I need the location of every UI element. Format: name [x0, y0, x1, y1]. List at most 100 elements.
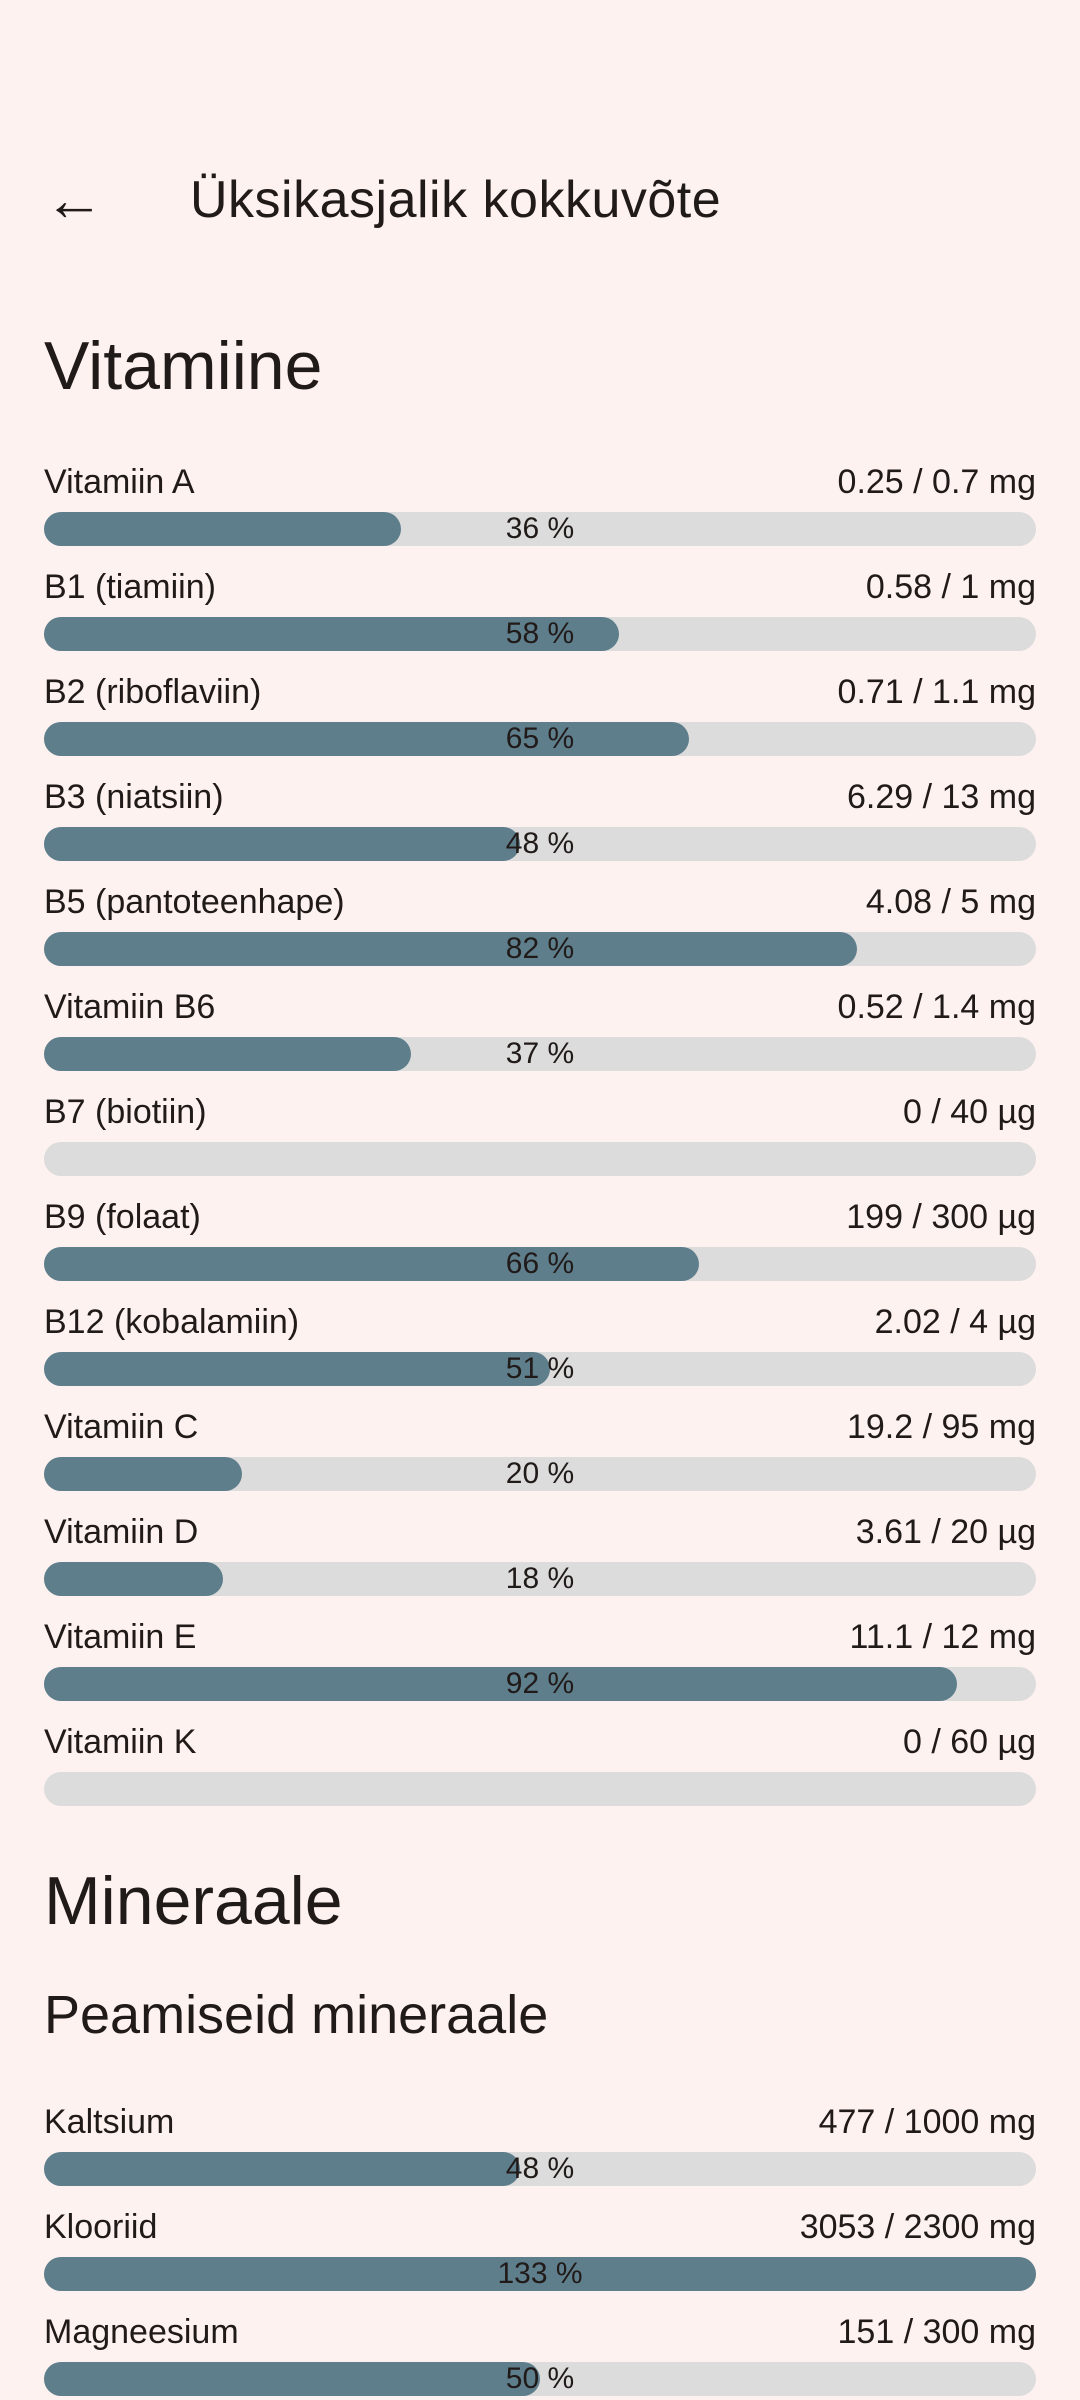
nutrient-row: B12 (kobalamiin) 2.02 / 4 µg 51 %	[44, 1300, 1036, 1405]
progress-percent-label: 65 %	[505, 722, 575, 756]
progress-percent-label: 20 %	[505, 1457, 575, 1491]
nutrient-row: Vitamiin E 11.1 / 12 mg 92 %	[44, 1615, 1036, 1720]
progress-percent-label: 36 %	[505, 512, 575, 546]
nutrient-amount: 3.61 / 20 µg	[855, 1513, 1036, 1552]
nutrient-name: B3 (niatsiin)	[44, 778, 224, 817]
progress-percent-label: 133 %	[497, 2257, 583, 2291]
nutrient-row: B2 (riboflaviin) 0.71 / 1.1 mg 65 %	[44, 670, 1036, 775]
nutrient-row: Klooriid 3053 / 2300 mg 133 %	[44, 2205, 1036, 2310]
progress-percent-label: 58 %	[505, 617, 575, 651]
progress-bar: 66 %	[44, 1247, 1036, 1282]
progress-percent-label: 92 %	[505, 1667, 575, 1701]
progress-bar-fill	[44, 827, 521, 862]
nutrient-name: Kaltsium	[44, 2103, 175, 2142]
progress-percent-label: 50 %	[505, 2362, 575, 2396]
nutrient-name: B7 (biotiin)	[44, 1093, 207, 1132]
nutrient-amount: 11.1 / 12 mg	[849, 1618, 1037, 1657]
nutrient-row: B7 (biotiin) 0 / 40 µg	[44, 1090, 1036, 1195]
progress-percent-label: 37 %	[505, 1037, 575, 1071]
nutrient-row: Kaltsium 477 / 1000 mg 48 %	[44, 2100, 1036, 2205]
nutrient-name: B1 (tiamiin)	[44, 568, 216, 607]
back-button[interactable]: ←	[44, 152, 116, 248]
progress-percent-label: 66 %	[505, 1247, 575, 1281]
nutrient-name: B2 (riboflaviin)	[44, 673, 262, 712]
nutrient-name: Magneesium	[44, 2313, 239, 2352]
progress-bar-fill	[44, 1037, 412, 1072]
nutrient-name: Vitamiin K	[44, 1723, 197, 1762]
nutrient-amount: 0 / 40 µg	[902, 1093, 1036, 1132]
nutrient-amount: 19.2 / 95 mg	[846, 1408, 1036, 1447]
nutrient-name: Vitamiin B6	[44, 988, 216, 1027]
app-bar: ← Üksikasjalik kokkuvõte	[0, 152, 1080, 248]
nutrient-amount: 199 / 300 µg	[846, 1198, 1036, 1237]
progress-bar-fill	[44, 617, 620, 652]
nutrient-name: B5 (pantoteenhape)	[44, 883, 345, 922]
progress-percent-label: 48 %	[505, 2152, 575, 2186]
nutrient-name: Vitamiin E	[44, 1618, 197, 1657]
nutrient-row: Magneesium 151 / 300 mg 50 %	[44, 2310, 1036, 2400]
progress-bar-fill	[44, 2257, 1036, 2292]
nutrient-row: Vitamiin A 0.25 / 0.7 mg 36 %	[44, 460, 1036, 565]
nutrient-row: B5 (pantoteenhape) 4.08 / 5 mg 82 %	[44, 880, 1036, 985]
nutrient-row: Vitamiin D 3.61 / 20 µg 18 %	[44, 1510, 1036, 1615]
minerals-section-title: Mineraale	[44, 1863, 343, 1940]
scroll-content[interactable]: Vitamiine Vitamiin A 0.25 / 0.7 mg 36 %	[0, 326, 1080, 2400]
progress-bar-fill	[44, 1247, 699, 1282]
nutrient-amount: 3053 / 2300 mg	[799, 2208, 1036, 2247]
progress-bar-fill	[44, 512, 402, 547]
progress-bar: 36 %	[44, 512, 1036, 547]
nutrient-row: B9 (folaat) 199 / 300 µg 66 %	[44, 1195, 1036, 1300]
nutrient-name: Klooriid	[44, 2208, 158, 2247]
progress-bar: 58 %	[44, 617, 1036, 652]
nutrient-amount: 0.52 / 1.4 mg	[837, 988, 1036, 1027]
progress-bar-fill	[44, 1562, 223, 1597]
progress-bar: 133 %	[44, 2257, 1036, 2292]
progress-bar: 48 %	[44, 827, 1036, 862]
vitamins-list: Vitamiin A 0.25 / 0.7 mg 36 % B1 (tiamii…	[44, 460, 1036, 1825]
progress-bar: 20 %	[44, 1457, 1036, 1492]
progress-bar: 48 %	[44, 2152, 1036, 2187]
nutrient-name: Vitamiin A	[44, 463, 195, 502]
nutrient-amount: 4.08 / 5 mg	[865, 883, 1036, 922]
nutrient-amount: 0.71 / 1.1 mg	[837, 673, 1036, 712]
nutrient-amount: 477 / 1000 mg	[818, 2103, 1036, 2142]
progress-bar: 92 %	[44, 1667, 1036, 1702]
nutrient-row: B1 (tiamiin) 0.58 / 1 mg 58 %	[44, 565, 1036, 670]
progress-bar-fill	[44, 2362, 540, 2397]
nutrient-name: Vitamiin C	[44, 1408, 199, 1447]
nutrient-row: Vitamiin K 0 / 60 µg	[44, 1720, 1036, 1825]
nutrient-row: B3 (niatsiin) 6.29 / 13 mg 48 %	[44, 775, 1036, 880]
progress-percent-label: 82 %	[505, 932, 575, 966]
progress-bar	[44, 1142, 1036, 1177]
nutrient-row: Vitamiin C 19.2 / 95 mg 20 %	[44, 1405, 1036, 1510]
progress-bar: 37 %	[44, 1037, 1036, 1072]
progress-percent-label: 18 %	[505, 1562, 575, 1596]
nutrient-amount: 0.58 / 1 mg	[865, 568, 1036, 607]
progress-percent-label: 48 %	[505, 827, 575, 861]
progress-bar-fill	[44, 1667, 957, 1702]
back-arrow-icon: ←	[44, 166, 104, 233]
nutrient-name: B12 (kobalamiin)	[44, 1303, 300, 1342]
progress-bar: 65 %	[44, 722, 1036, 757]
nutrient-name: Vitamiin D	[44, 1513, 199, 1552]
nutrient-amount: 151 / 300 mg	[837, 2313, 1036, 2352]
nutrient-amount: 0.25 / 0.7 mg	[837, 463, 1036, 502]
progress-percent-label: 51 %	[505, 1352, 575, 1386]
nutrient-amount: 6.29 / 13 mg	[846, 778, 1036, 817]
progress-bar: 82 %	[44, 932, 1036, 967]
progress-bar-fill	[44, 1457, 243, 1492]
major-minerals-subtitle: Peamiseid mineraale	[44, 1985, 549, 2046]
progress-bar-fill	[44, 2152, 521, 2187]
progress-bar-fill	[44, 722, 689, 757]
progress-bar: 18 %	[44, 1562, 1036, 1597]
nutrient-row: Vitamiin B6 0.52 / 1.4 mg 37 %	[44, 985, 1036, 1090]
progress-bar	[44, 1772, 1036, 1807]
progress-bar: 50 %	[44, 2362, 1036, 2397]
vitamins-section-title: Vitamiine	[44, 328, 323, 404]
progress-bar-fill	[44, 932, 858, 967]
progress-bar: 51 %	[44, 1352, 1036, 1387]
minerals-list: Kaltsium 477 / 1000 mg 48 % Klooriid 305…	[44, 2100, 1036, 2400]
progress-bar-fill	[44, 1352, 550, 1387]
nutrient-amount: 2.02 / 4 µg	[874, 1303, 1036, 1342]
